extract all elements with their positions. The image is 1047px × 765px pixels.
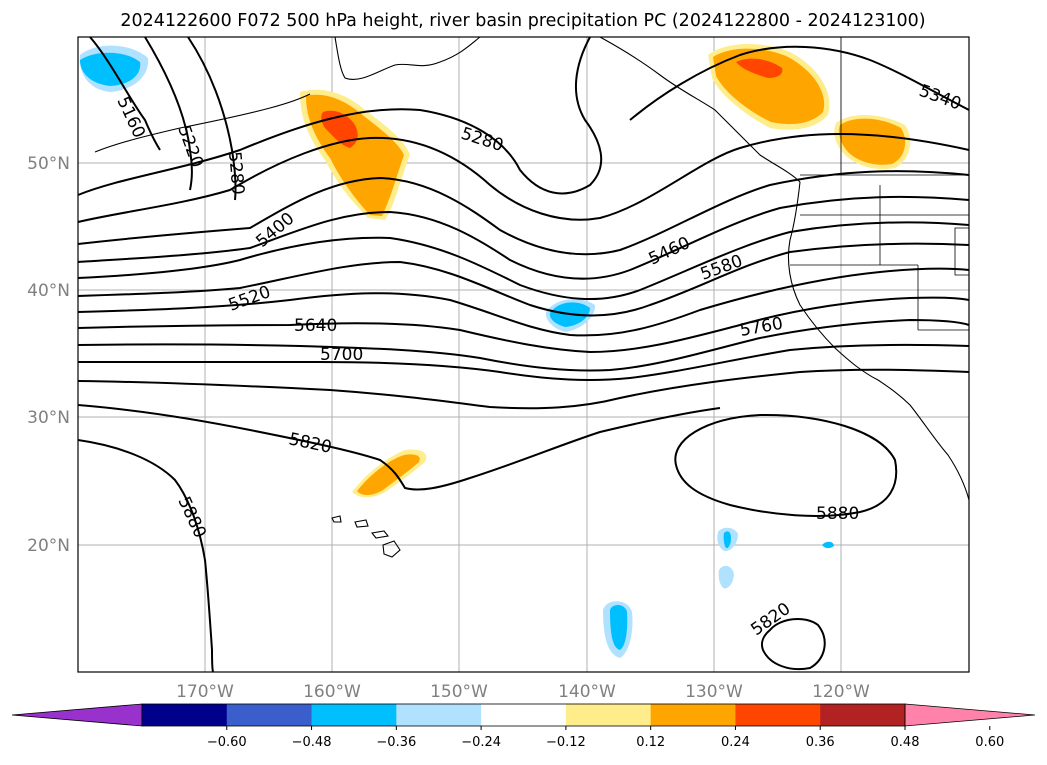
colorbar-tick-label: 0.48: [891, 735, 920, 750]
lon-label-170w: 170°W: [176, 682, 234, 702]
colorbar-segment: [142, 704, 228, 726]
precip-positive-bc-mid: [713, 48, 825, 125]
colorbar-segment: [311, 704, 397, 726]
precip-negative-nw-core: [80, 52, 141, 86]
colorbar-tick-label: 0.24: [721, 735, 750, 750]
contour-5400: [77, 170, 970, 256]
precip-positive-idaho-mid: [838, 118, 906, 165]
contour-5820: [77, 368, 970, 410]
lat-label-40n: 40°N: [27, 281, 70, 301]
precip-positive-hawaii-mid: [357, 454, 420, 496]
colorbar-tick-label: 0.12: [636, 735, 665, 750]
coast-us-west: [787, 181, 970, 501]
contour-5820-south: [77, 404, 721, 491]
contour-5160: [89, 36, 161, 151]
lat-label-30n: 30°N: [27, 408, 70, 428]
colorbar-tick-label: −0.24: [461, 735, 501, 750]
coast-alaska-south: [334, 36, 481, 80]
contour-5880-west: [77, 439, 214, 673]
colorbar-segment: [396, 704, 482, 726]
coast-maui: [370, 530, 390, 539]
coastlines: [94, 36, 970, 558]
colorbar-segments: [11, 703, 1036, 727]
coast-panhandle-bc: [599, 36, 801, 183]
contour-5460: [77, 195, 970, 280]
contour-label-5880-east: 5880: [816, 504, 859, 524]
colorbar-segment: [650, 704, 736, 726]
height-contours: [77, 36, 970, 673]
contour-5520: [77, 221, 970, 301]
contour-5880-ellipse: [674, 413, 898, 517]
contour-5580: [77, 242, 970, 317]
colorbar-frame: [141, 703, 906, 727]
contour-labels: 5160 5220 5280 5280 5340 5400 5460 5520 …: [112, 81, 963, 640]
colorbar-ticks: −0.60 −0.48 −0.36 −0.24 −0.12 0.12 0.24 0.36 0.4…: [207, 726, 1004, 750]
lon-label-160w: 160°W: [303, 682, 361, 702]
colorbar-tick-label: 0.36: [806, 735, 835, 750]
lon-label-130w: 130°W: [685, 682, 743, 702]
colorbar-segment: [565, 704, 652, 726]
contour-5640: [77, 267, 970, 337]
latitude-labels: 50°N 40°N 30°N 20°N: [27, 154, 70, 556]
contour-5220: [144, 36, 193, 191]
colorbar-tick-label: 0.60: [975, 735, 1004, 750]
contour-5700: [77, 296, 970, 354]
contour-5760-lower: [77, 343, 970, 381]
precip-positive-bc-core: [736, 58, 783, 78]
coast-big-island: [382, 540, 401, 558]
colorbar: −0.60 −0.48 −0.36 −0.24 −0.12 0.12 0.24 0.36 0.4…: [11, 703, 1036, 750]
contour-5340-main: [77, 133, 970, 223]
precip-negative-small-1-core: [723, 531, 731, 549]
map-panel: 5160 5220 5280 5280 5340 5400 5460 5520 …: [77, 36, 970, 673]
map-frame: [77, 36, 970, 673]
figure-title: 2024122600 F072 500 hPa height, river ba…: [120, 11, 925, 31]
colorbar-tick-label: −0.60: [207, 735, 247, 750]
coast-oahu: [354, 519, 369, 528]
lon-label-150w: 150°W: [430, 682, 488, 702]
map-background: [78, 37, 969, 672]
colorbar-segment: [820, 704, 906, 726]
precip-positive-gulf-core: [321, 110, 358, 148]
lat-label-20n: 20°N: [27, 536, 70, 556]
contour-label-5280-west: 5280: [224, 151, 248, 196]
longitude-labels: 170°W 160°W 150°W 140°W 130°W 120°W: [176, 682, 870, 702]
contour-label-5640: 5640: [294, 316, 337, 336]
colorbar-extend-high: [904, 703, 1036, 727]
contour-5760: [77, 318, 970, 372]
colorbar-segment: [226, 704, 313, 726]
lon-label-140w: 140°W: [558, 682, 616, 702]
colorbar-segment: [735, 704, 821, 726]
colorbar-tick-label: −0.12: [546, 735, 586, 750]
coast-kauai: [331, 515, 342, 523]
colorbar-tick-label: −0.48: [292, 735, 332, 750]
precip-negative-small-2-outer: [718, 565, 734, 589]
precip-negative-south-core: [610, 604, 628, 650]
lat-label-50n: 50°N: [27, 154, 70, 174]
precip-shading: [79, 44, 911, 658]
colorbar-extend-low: [11, 703, 143, 727]
contour-5280-loop: [77, 36, 603, 196]
colorbar-segment: [481, 704, 567, 726]
precip-negative-small-3: [822, 541, 834, 549]
contour-5340: [629, 45, 970, 121]
coast-aleutians: [94, 93, 311, 153]
contour-5820-small: [760, 618, 826, 670]
gridlines: [78, 37, 969, 672]
contour-label-5700: 5700: [320, 345, 363, 365]
colorbar-tick-label: −0.36: [376, 735, 416, 750]
lon-label-120w: 120°W: [812, 682, 870, 702]
